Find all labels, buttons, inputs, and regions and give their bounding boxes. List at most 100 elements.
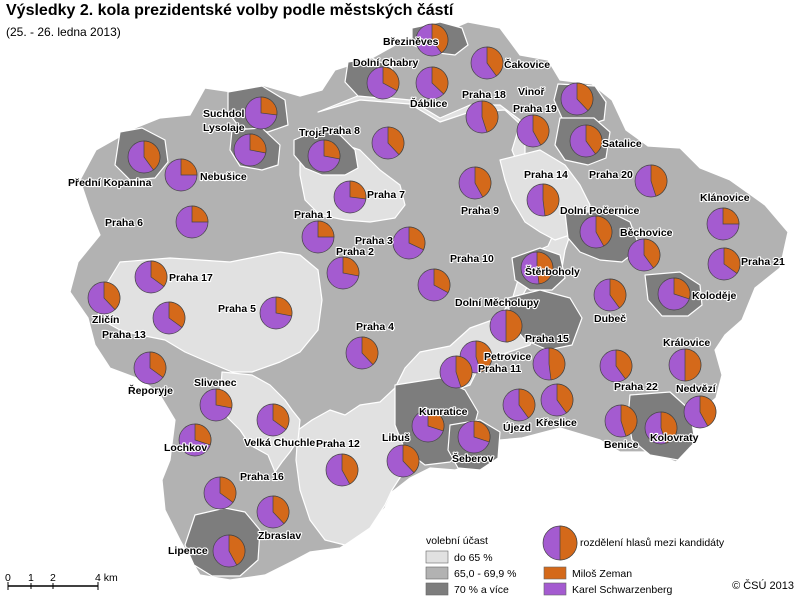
pie-praha-12 xyxy=(325,453,359,487)
pie-lipence-zeman-slice xyxy=(228,534,246,566)
scale-tick-4km: 4 km xyxy=(95,572,118,584)
pie-predni-kopanina xyxy=(127,140,161,174)
label-praha-7: Praha 7 xyxy=(367,189,405,201)
label-cakovice: Čakovice xyxy=(504,58,550,71)
label-praha-15: Praha 15 xyxy=(525,333,569,345)
pie-praha-20-zeman-slice xyxy=(650,164,668,197)
pie-praha-3-zeman-slice xyxy=(408,226,426,251)
pie-praha-14-zeman-slice xyxy=(542,183,560,217)
label-satalice: Satalice xyxy=(602,138,642,150)
pie-kolodeje-zeman-slice xyxy=(673,277,691,300)
label-praha-5: Praha 5 xyxy=(218,303,256,315)
map-title: Výsledky 2. kola prezidentské volby podl… xyxy=(6,2,454,19)
pie-praha-8-zeman-slice xyxy=(387,126,405,156)
pie-seberov-zeman-slice xyxy=(473,420,491,443)
pie-praha-22 xyxy=(599,349,633,383)
pie-satalice-zeman-slice xyxy=(585,124,603,155)
pie-praha-1-zeman-slice xyxy=(317,220,335,238)
schwarzenberg-swatch xyxy=(543,582,567,596)
label-lipence: Lipence xyxy=(168,545,208,557)
pie-vinor xyxy=(560,82,594,116)
pie-bechovice-zeman-slice xyxy=(643,238,661,269)
label-praha-20: Praha 20 xyxy=(589,169,633,181)
pie-praha-5 xyxy=(259,296,293,330)
pie-lysolaje xyxy=(233,133,267,167)
candidate-schwarzenberg: Karel Schwarzenberg xyxy=(572,584,673,596)
pie-praha-20 xyxy=(634,164,668,198)
pie-praha-12-zeman-slice xyxy=(341,453,359,485)
pie-praha-2 xyxy=(326,256,360,290)
label-dolni-mecholupy: Dolní Měcholupy xyxy=(455,297,539,309)
pie-cakovice-zeman-slice xyxy=(486,46,504,77)
label-kolodeje: Koloděje xyxy=(692,290,736,302)
label-petrovice: Petrovice xyxy=(484,351,531,363)
pie-kralovice-zeman-slice xyxy=(684,348,702,382)
pie-praha-4 xyxy=(345,336,379,370)
label-benice: Benice xyxy=(604,439,639,451)
legend-pie-zeman-slice xyxy=(559,525,578,561)
label-praha-19: Praha 19 xyxy=(513,103,557,115)
pie-brezineves-zeman-slice xyxy=(431,23,449,54)
label-praha-17: Praha 17 xyxy=(169,272,213,284)
label-praha-3: Praha 3 xyxy=(355,235,393,247)
pie-dubec-zeman-slice xyxy=(609,278,627,309)
pie-praha-21-zeman-slice xyxy=(723,247,741,274)
pie-bechovice xyxy=(627,238,661,272)
pie-zbraslav xyxy=(256,495,290,529)
label-praha-18: Praha 18 xyxy=(462,89,506,101)
label-predni-kopanina: Přední Kopanina xyxy=(68,177,152,189)
pie-dolni-chabry-zeman-slice xyxy=(382,66,400,92)
pie-praha-16-zeman-slice xyxy=(219,476,237,503)
label-praha-14: Praha 14 xyxy=(524,169,568,181)
pie-dablice xyxy=(415,66,449,100)
pie-praha-6-zeman-slice xyxy=(191,205,209,223)
map-subtitle: (25. - 26. ledna 2013) xyxy=(6,25,121,39)
scale-tick-2: 2 xyxy=(50,572,56,584)
pie-lochkov-zeman-slice xyxy=(194,423,212,446)
label-praha-1: Praha 1 xyxy=(294,209,332,221)
pie-praha-6 xyxy=(175,205,209,239)
copyright: © ČSÚ 2013 xyxy=(732,580,794,592)
pie-dubec xyxy=(593,278,627,312)
pie-benice-zeman-slice xyxy=(620,404,638,437)
pie-troja-zeman-slice xyxy=(323,139,341,160)
pie-praha-9 xyxy=(458,166,492,200)
pie-velka-chuchle-zeman-slice xyxy=(272,403,290,430)
label-praha-21: Praha 21 xyxy=(741,256,785,268)
pie-slivenec xyxy=(199,388,233,422)
pie-dolni-mecholupy-zeman-slice xyxy=(505,309,523,343)
legend: volební účast do 65 % 65,0 - 69,9 % 70 %… xyxy=(425,525,725,596)
label-praha-13: Praha 13 xyxy=(102,329,146,341)
label-zbraslav: Zbraslav xyxy=(258,530,301,542)
pie-kreslice-zeman-slice xyxy=(556,383,574,414)
pie-sterboholy xyxy=(520,251,554,285)
label-praha-22: Praha 22 xyxy=(614,381,658,393)
label-praha-4: Praha 4 xyxy=(356,321,394,333)
label-slivenec: Slivenec xyxy=(194,377,237,389)
label-lysolaje: Lysolaje xyxy=(203,122,245,134)
pie-kreslice xyxy=(540,383,574,417)
label-dablice: Ďáblice xyxy=(410,97,448,110)
label-ujezd: Újezd xyxy=(503,421,531,434)
label-praha-2: Praha 2 xyxy=(336,246,374,258)
label-nebusice: Nebušice xyxy=(200,171,247,183)
pie-reporyje-zeman-slice xyxy=(149,351,167,378)
pie-praha-11-zeman-slice xyxy=(455,355,473,388)
turnout-class-mid: 65,0 - 69,9 % xyxy=(454,568,516,580)
pie-praha-11 xyxy=(439,355,473,389)
pie-praha-7 xyxy=(333,180,367,214)
pie-praha-13-zeman-slice xyxy=(168,301,186,328)
pie-zlicin-zeman-slice xyxy=(103,281,121,311)
pie-brezineves xyxy=(415,23,449,57)
label-praha-8: Praha 8 xyxy=(322,125,360,137)
pie-dolni-pocernice-zeman-slice xyxy=(595,215,613,247)
pie-kolodeje xyxy=(657,277,691,311)
pie-dolni-chabry xyxy=(366,66,400,100)
pie-kunratice-zeman-slice xyxy=(427,409,445,432)
pie-seberov xyxy=(457,420,491,454)
pie-kralovice xyxy=(668,348,702,382)
label-praha-12: Praha 12 xyxy=(316,438,360,450)
scale-bar: 0 1 2 4 km xyxy=(5,572,118,590)
label-dubec: Dubeč xyxy=(594,313,626,325)
